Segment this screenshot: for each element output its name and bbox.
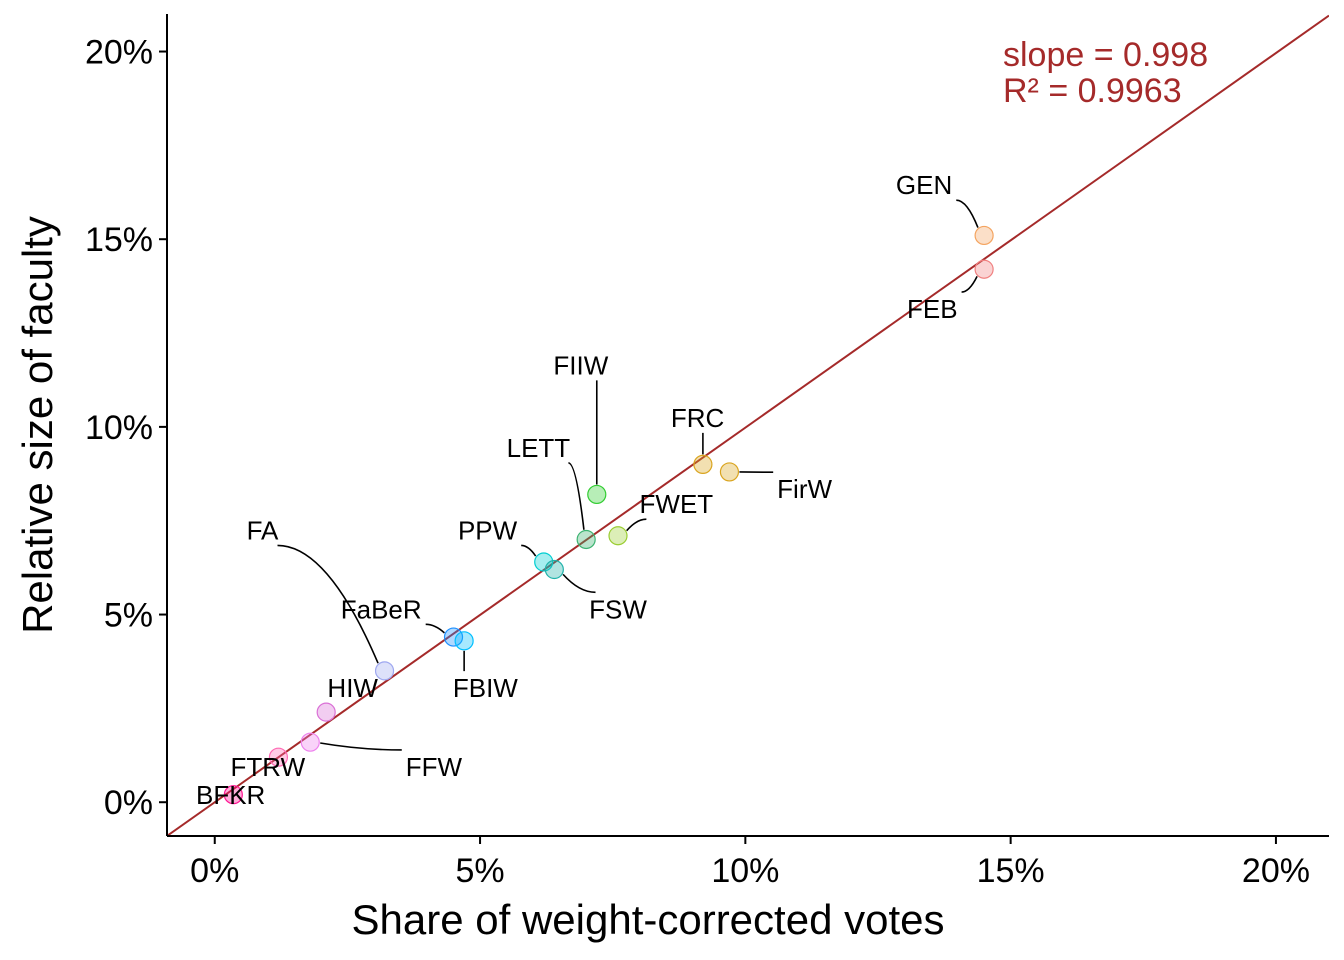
data-point-lett — [576, 529, 596, 550]
point-label-fa: FA — [247, 515, 279, 545]
y-tick-label: 15% — [85, 221, 153, 259]
regression-line — [167, 14, 1329, 836]
x-tick-label: 10% — [711, 852, 779, 890]
data-point-fa — [374, 661, 395, 681]
point-label-feb: FEB — [907, 294, 958, 324]
point-label-lett: LETT — [507, 433, 571, 463]
leader-line — [562, 573, 596, 594]
data-point-frc — [693, 454, 713, 475]
leader-line — [425, 623, 445, 634]
data-point-fwet — [608, 526, 628, 546]
data-point-gen — [974, 225, 994, 246]
y-tick-label: 5% — [104, 597, 153, 635]
point-label-fsw: FSW — [589, 594, 647, 624]
y-tick-label: 10% — [85, 409, 153, 447]
leader-lines-layer — [277, 199, 979, 751]
data-point-fiiw — [587, 484, 607, 505]
leader-line — [277, 544, 379, 664]
x-axis-title: Share of weight-corrected votes — [352, 896, 945, 943]
points-layer — [223, 225, 994, 805]
point-label-bfkr: BFKR — [196, 780, 265, 810]
x-tick-label: 5% — [455, 852, 504, 890]
y-tick-label: 20% — [85, 34, 153, 72]
point-label-ppw: PPW — [458, 515, 518, 545]
point-label-fbiw: FBIW — [453, 673, 518, 703]
data-point-hiw — [316, 702, 336, 722]
data-point-fbiw — [454, 631, 474, 651]
data-point-bfkr — [223, 785, 243, 805]
point-label-ftrw: FTRW — [231, 752, 306, 782]
leader-line — [961, 275, 978, 293]
slope-annotation: slope = 0.998 — [1003, 36, 1208, 74]
y-tick-label: 0% — [104, 784, 153, 822]
data-point-fsw — [544, 559, 564, 580]
point-labels-layer: GEN FEB FIIW FRC FirW LETT FWET PPW FSW FA FaBeR FB… — [196, 170, 958, 810]
leader-line — [568, 462, 585, 530]
x-tick-label: 15% — [977, 852, 1045, 890]
point-label-fwet: FWET — [640, 489, 714, 519]
point-label-ffw: FFW — [406, 752, 463, 782]
leader-line — [626, 518, 647, 532]
point-label-faber: FaBeR — [341, 594, 422, 624]
y-axis-title: Relative size of faculty — [14, 216, 61, 634]
point-label-firw: FirW — [777, 474, 832, 504]
fit-line-layer — [167, 14, 1329, 836]
data-point-ffw — [300, 732, 320, 752]
r-squared-annotation: R² = 0.9963 — [1003, 72, 1182, 110]
data-point-ppw — [534, 552, 554, 572]
leader-line — [320, 742, 402, 751]
x-tick-label: 20% — [1242, 852, 1310, 890]
point-label-gen: GEN — [896, 170, 952, 200]
leader-line — [521, 544, 537, 557]
data-point-ftrw — [268, 747, 289, 767]
point-label-hiw: HIW — [327, 673, 378, 703]
data-point-firw — [719, 462, 740, 482]
point-label-frc: FRC — [671, 403, 724, 433]
point-label-fiiw: FIIW — [553, 350, 608, 380]
x-tick-label: 0% — [190, 852, 239, 890]
data-point-faber — [443, 627, 464, 647]
fit-annotation: slope = 0.998 R² = 0.9963 — [1003, 36, 1208, 110]
axes-layer: 0% 5% 10% 15% 20% 0% 5% 10% 15% 20% — [85, 14, 1329, 890]
data-point-feb — [974, 259, 994, 279]
leader-line — [956, 199, 979, 228]
